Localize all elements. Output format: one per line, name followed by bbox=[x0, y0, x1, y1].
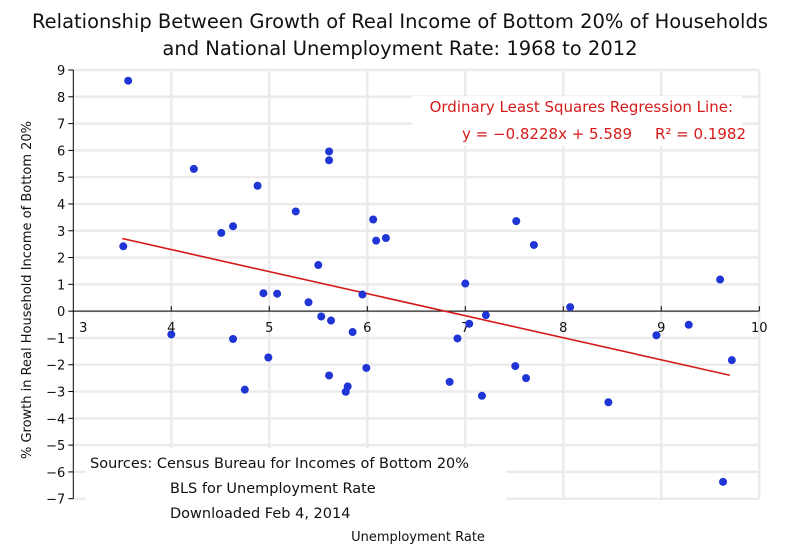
sources-line-3: Downloaded Feb 4, 2014 bbox=[170, 506, 350, 522]
regression-line-group bbox=[122, 237, 731, 377]
data-point bbox=[189, 164, 198, 173]
data-point bbox=[124, 76, 133, 85]
data-point bbox=[325, 147, 334, 156]
data-point bbox=[264, 353, 273, 362]
data-point bbox=[304, 298, 313, 307]
data-point bbox=[314, 261, 323, 270]
data-point bbox=[481, 311, 490, 320]
data-point bbox=[522, 374, 531, 383]
x-tick-label: 8 bbox=[559, 321, 567, 336]
data-point bbox=[727, 356, 736, 365]
y-tick-label: 7 bbox=[57, 118, 65, 133]
data-point bbox=[240, 385, 249, 394]
data-point bbox=[259, 289, 268, 298]
data-point bbox=[229, 222, 238, 231]
y-tick-label: −3 bbox=[46, 386, 65, 401]
chart-title-line-1: Relationship Between Growth of Real Inco… bbox=[32, 10, 768, 33]
y-tick-label: 5 bbox=[57, 171, 65, 186]
data-point bbox=[445, 377, 454, 386]
data-point bbox=[341, 387, 350, 396]
y-tick-label: 8 bbox=[57, 91, 65, 106]
x-tick-label: 4 bbox=[167, 321, 175, 336]
y-tick-label: 1 bbox=[57, 278, 65, 293]
x-tick-label: 5 bbox=[265, 321, 273, 336]
sources-background bbox=[86, 448, 506, 524]
y-tick-label: −1 bbox=[46, 332, 65, 347]
data-point bbox=[327, 316, 336, 325]
data-point bbox=[273, 289, 282, 298]
data-point bbox=[369, 215, 378, 224]
y-tick-label: 2 bbox=[57, 252, 65, 267]
y-tick-label: 6 bbox=[57, 144, 65, 159]
y-tick-label: −6 bbox=[46, 466, 65, 481]
y-tick-label: −7 bbox=[46, 493, 65, 508]
x-tick-label: 7 bbox=[461, 321, 469, 336]
data-point bbox=[716, 275, 725, 284]
data-point bbox=[119, 242, 128, 251]
y-axis-label: % Growth in Real Household Income of Bot… bbox=[20, 121, 35, 459]
y-tick-label: 4 bbox=[57, 198, 65, 213]
x-tick-label: 3 bbox=[79, 321, 87, 336]
data-point bbox=[512, 217, 521, 226]
y-tick-label: −4 bbox=[46, 412, 65, 427]
x-tick-label: 6 bbox=[363, 321, 371, 336]
x-tick-label: 9 bbox=[657, 321, 665, 336]
data-point bbox=[325, 371, 334, 380]
data-point bbox=[167, 330, 176, 339]
data-point bbox=[291, 207, 300, 216]
data-point bbox=[652, 331, 661, 340]
data-point bbox=[372, 236, 381, 245]
chart-title-line-2: and National Unemployment Rate: 1968 to … bbox=[162, 37, 637, 60]
sources-line-1: Sources: Census Bureau for Incomes of Bo… bbox=[90, 456, 469, 472]
data-point bbox=[453, 334, 462, 343]
data-point bbox=[719, 477, 728, 486]
regression-line bbox=[122, 237, 731, 377]
data-point bbox=[477, 391, 486, 400]
annotation-background bbox=[412, 96, 742, 146]
y-tick-label: −2 bbox=[46, 359, 65, 374]
data-point bbox=[511, 362, 520, 371]
y-tick-label: −5 bbox=[46, 439, 65, 454]
data-point bbox=[529, 240, 538, 249]
data-point bbox=[253, 181, 262, 190]
x-tick-label: 10 bbox=[751, 321, 768, 336]
regression-annotation-heading: Ordinary Least Squares Regression Line: bbox=[430, 98, 733, 116]
data-point bbox=[217, 228, 226, 237]
data-point bbox=[684, 320, 693, 329]
data-points bbox=[119, 76, 736, 486]
data-point bbox=[325, 156, 334, 165]
data-point bbox=[566, 303, 575, 312]
y-tick-label: 9 bbox=[57, 64, 65, 79]
data-point bbox=[358, 290, 367, 299]
grid bbox=[73, 68, 761, 500]
y-tick-label: 0 bbox=[57, 305, 65, 320]
data-point bbox=[461, 279, 470, 288]
data-point bbox=[465, 319, 474, 328]
x-axis-label: Unemployment Rate bbox=[351, 530, 485, 545]
regression-r2: R² = 0.1982 bbox=[655, 125, 746, 143]
data-point bbox=[348, 328, 357, 337]
data-point bbox=[317, 312, 326, 321]
y-tick-label: 3 bbox=[57, 225, 65, 240]
sources-line-2: BLS for Unemployment Rate bbox=[170, 481, 376, 497]
data-point bbox=[381, 233, 390, 242]
data-point bbox=[229, 335, 238, 344]
data-point bbox=[362, 363, 371, 372]
data-point bbox=[604, 398, 613, 407]
regression-equation: y = −0.8228x + 5.589 bbox=[462, 125, 632, 143]
